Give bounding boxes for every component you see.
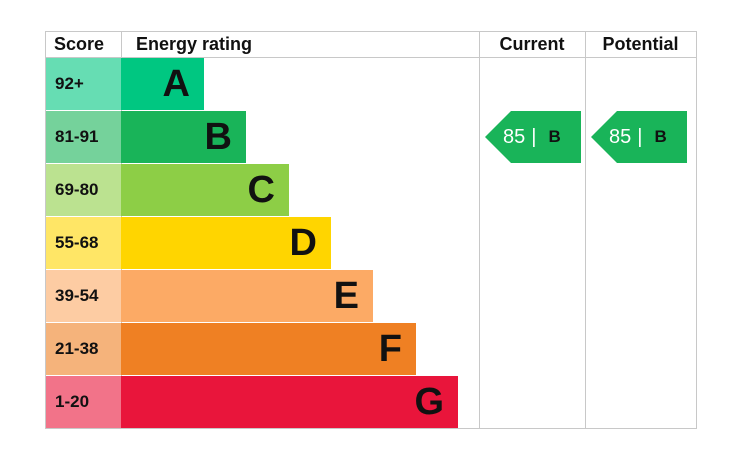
score-range: 39-54 <box>46 270 121 322</box>
score-range: 69-80 <box>46 164 121 216</box>
potential-arrow: 85 | B <box>591 111 687 163</box>
score-range: 1-20 <box>46 376 121 428</box>
header-rating: Energy rating <box>136 34 253 54</box>
rating-bar: D <box>121 217 331 269</box>
potential-label: 85 | B <box>609 111 667 163</box>
arrow-shape <box>485 111 581 163</box>
header-potential: Potential <box>602 34 679 54</box>
header-current: Current <box>499 34 565 54</box>
score-range: 21-38 <box>46 323 121 375</box>
rating-bar: A <box>121 58 204 110</box>
current-letter: B <box>548 127 561 146</box>
grid-line <box>45 31 697 32</box>
grid-line <box>585 31 586 429</box>
current-score: 85 <box>503 125 526 148</box>
score-range: 81-91 <box>46 111 121 163</box>
grid-line <box>45 31 46 429</box>
current-arrow: 85 | B <box>485 111 581 163</box>
current-separator: | <box>531 125 537 148</box>
potential-letter: B <box>654 127 667 146</box>
rating-bar: C <box>121 164 289 216</box>
grid-line <box>479 31 480 429</box>
rating-bar: B <box>121 111 246 163</box>
grid-line <box>696 31 697 429</box>
grid-line <box>45 428 697 429</box>
rating-bar: F <box>121 323 416 375</box>
potential-score: 85 <box>609 125 632 148</box>
rating-bar: G <box>121 376 458 428</box>
current-label: 85 | B <box>503 111 561 163</box>
header-score: Score <box>54 34 105 54</box>
potential-separator: | <box>637 125 643 148</box>
score-range: 55-68 <box>46 217 121 269</box>
arrow-shape <box>591 111 687 163</box>
grid-line <box>45 57 697 58</box>
score-range: 92+ <box>46 58 121 110</box>
rating-bar: E <box>121 270 373 322</box>
